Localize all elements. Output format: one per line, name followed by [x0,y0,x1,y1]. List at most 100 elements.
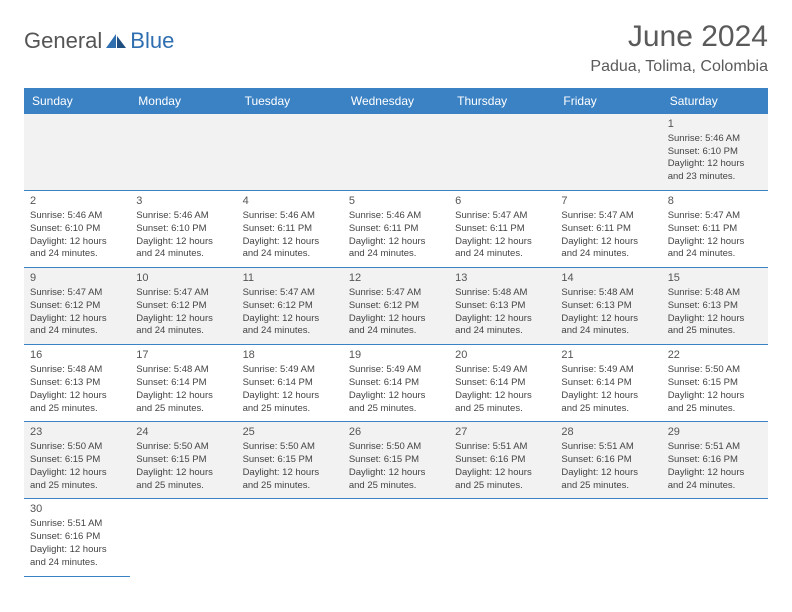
day-number: 14 [561,271,655,286]
weekday-header: Thursday [449,88,555,114]
calendar-day-cell: 1Sunrise: 5:46 AMSunset: 6:10 PMDaylight… [662,114,768,191]
day-info: Sunrise: 5:47 AMSunset: 6:12 PMDaylight:… [136,287,230,338]
calendar-day-cell: 12Sunrise: 5:47 AMSunset: 6:12 PMDayligh… [343,268,449,345]
day-number: 27 [455,425,549,440]
weekday-header: Sunday [24,88,130,114]
day-info: Sunrise: 5:50 AMSunset: 6:15 PMDaylight:… [668,364,762,415]
calendar-day-cell: 20Sunrise: 5:49 AMSunset: 6:14 PMDayligh… [449,345,555,422]
day-info: Sunrise: 5:46 AMSunset: 6:11 PMDaylight:… [349,210,443,261]
month-title: June 2024 [590,20,768,54]
weekday-header: Wednesday [343,88,449,114]
calendar-day-cell: 4Sunrise: 5:46 AMSunset: 6:11 PMDaylight… [237,191,343,268]
calendar-week-row: 9 Sunrise: 5:47 AMSunset: 6:12 PMDaylight… [24,268,768,345]
calendar-body: 1 Sunrise: 5:46 AMSunset: 6:10 PMDaylight… [24,114,768,576]
calendar-empty-cell [555,114,661,191]
day-number: 30 [30,502,124,517]
calendar-day-cell: 9Sunrise: 5:47 AMSunset: 6:12 PMDaylight… [24,268,130,345]
calendar-week-row: 30Sunrise: 5:51 AMSunset: 6:16 PMDayligh… [24,499,768,576]
calendar-day-cell: 10Sunrise: 5:47 AMSunset: 6:12 PMDayligh… [130,268,236,345]
day-info: Sunrise: 5:48 AMSunset: 6:14 PMDaylight:… [136,364,230,415]
day-info: Sunrise: 5:51 AMSunset: 6:16 PMDaylight:… [668,441,762,492]
day-number: 17 [136,348,230,363]
day-number: 1 [668,117,762,132]
calendar-empty-cell [449,114,555,191]
calendar-day-cell: 17Sunrise: 5:48 AMSunset: 6:14 PMDayligh… [130,345,236,422]
calendar-day-cell: 25Sunrise: 5:50 AMSunset: 6:15 PMDayligh… [237,422,343,499]
day-number: 6 [455,194,549,209]
day-info: Sunrise: 5:47 AMSunset: 6:12 PMDaylight:… [349,287,443,338]
day-info: Sunrise: 5:49 AMSunset: 6:14 PMDaylight:… [243,364,337,415]
calendar-empty-cell [130,114,236,191]
calendar-day-cell: 29Sunrise: 5:51 AMSunset: 6:16 PMDayligh… [662,422,768,499]
day-number: 21 [561,348,655,363]
calendar-day-cell: 11Sunrise: 5:47 AMSunset: 6:12 PMDayligh… [237,268,343,345]
weekday-header: Monday [130,88,236,114]
header: General Blue June 2024 Padua, Tolima, Co… [24,20,768,76]
day-info: Sunrise: 5:48 AMSunset: 6:13 PMDaylight:… [30,364,124,415]
day-info: Sunrise: 5:49 AMSunset: 6:14 PMDaylight:… [349,364,443,415]
calendar-day-cell: 26Sunrise: 5:50 AMSunset: 6:15 PMDayligh… [343,422,449,499]
calendar-empty-cell [24,114,130,191]
location: Padua, Tolima, Colombia [590,58,768,76]
calendar-empty-cell [555,499,661,576]
day-info: Sunrise: 5:46 AMSunset: 6:10 PMDaylight:… [30,210,124,261]
day-number: 19 [349,348,443,363]
calendar-day-cell: 28Sunrise: 5:51 AMSunset: 6:16 PMDayligh… [555,422,661,499]
day-number: 4 [243,194,337,209]
day-number: 24 [136,425,230,440]
day-number: 3 [136,194,230,209]
calendar-day-cell: 22Sunrise: 5:50 AMSunset: 6:15 PMDayligh… [662,345,768,422]
calendar-table: SundayMondayTuesdayWednesdayThursdayFrid… [24,88,768,577]
logo-sail-icon [104,32,128,50]
calendar-day-cell: 18Sunrise: 5:49 AMSunset: 6:14 PMDayligh… [237,345,343,422]
day-info: Sunrise: 5:50 AMSunset: 6:15 PMDaylight:… [243,441,337,492]
calendar-day-cell: 5Sunrise: 5:46 AMSunset: 6:11 PMDaylight… [343,191,449,268]
day-info: Sunrise: 5:47 AMSunset: 6:11 PMDaylight:… [668,210,762,261]
calendar-day-cell: 24Sunrise: 5:50 AMSunset: 6:15 PMDayligh… [130,422,236,499]
calendar-week-row: 2Sunrise: 5:46 AMSunset: 6:10 PMDaylight… [24,191,768,268]
calendar-day-cell: 14Sunrise: 5:48 AMSunset: 6:13 PMDayligh… [555,268,661,345]
calendar-day-cell: 7Sunrise: 5:47 AMSunset: 6:11 PMDaylight… [555,191,661,268]
day-info: Sunrise: 5:47 AMSunset: 6:12 PMDaylight:… [243,287,337,338]
day-number: 22 [668,348,762,363]
calendar-day-cell: 19Sunrise: 5:49 AMSunset: 6:14 PMDayligh… [343,345,449,422]
day-number: 12 [349,271,443,286]
day-info: Sunrise: 5:47 AMSunset: 6:11 PMDaylight:… [455,210,549,261]
calendar-day-cell: 21Sunrise: 5:49 AMSunset: 6:14 PMDayligh… [555,345,661,422]
day-number: 9 [30,271,124,286]
calendar-day-cell: 2Sunrise: 5:46 AMSunset: 6:10 PMDaylight… [24,191,130,268]
day-number: 18 [243,348,337,363]
day-info: Sunrise: 5:48 AMSunset: 6:13 PMDaylight:… [668,287,762,338]
title-block: June 2024 Padua, Tolima, Colombia [590,20,768,76]
calendar-day-cell: 3Sunrise: 5:46 AMSunset: 6:10 PMDaylight… [130,191,236,268]
calendar-header-row: SundayMondayTuesdayWednesdayThursdayFrid… [24,88,768,114]
day-number: 15 [668,271,762,286]
day-info: Sunrise: 5:46 AMSunset: 6:10 PMDaylight:… [136,210,230,261]
calendar-page: General Blue June 2024 Padua, Tolima, Co… [0,0,792,597]
calendar-week-row: 1Sunrise: 5:46 AMSunset: 6:10 PMDaylight… [24,114,768,191]
day-number: 11 [243,271,337,286]
calendar-empty-cell [662,499,768,576]
day-info: Sunrise: 5:49 AMSunset: 6:14 PMDaylight:… [561,364,655,415]
day-number: 28 [561,425,655,440]
weekday-header: Saturday [662,88,768,114]
day-info: Sunrise: 5:49 AMSunset: 6:14 PMDaylight:… [455,364,549,415]
day-info: Sunrise: 5:50 AMSunset: 6:15 PMDaylight:… [349,441,443,492]
day-number: 2 [30,194,124,209]
logo-text-blue: Blue [130,28,174,54]
day-number: 16 [30,348,124,363]
calendar-day-cell: 30Sunrise: 5:51 AMSunset: 6:16 PMDayligh… [24,499,130,576]
calendar-day-cell: 13Sunrise: 5:48 AMSunset: 6:13 PMDayligh… [449,268,555,345]
logo: General Blue [24,20,174,54]
day-info: Sunrise: 5:50 AMSunset: 6:15 PMDaylight:… [30,441,124,492]
calendar-day-cell: 23Sunrise: 5:50 AMSunset: 6:15 PMDayligh… [24,422,130,499]
day-number: 26 [349,425,443,440]
day-number: 7 [561,194,655,209]
day-info: Sunrise: 5:46 AMSunset: 6:11 PMDaylight:… [243,210,337,261]
day-number: 5 [349,194,443,209]
weekday-header: Friday [555,88,661,114]
day-number: 20 [455,348,549,363]
logo-text-general: General [24,28,102,54]
calendar-week-row: 23Sunrise: 5:50 AMSunset: 6:15 PMDayligh… [24,422,768,499]
calendar-empty-cell [237,114,343,191]
